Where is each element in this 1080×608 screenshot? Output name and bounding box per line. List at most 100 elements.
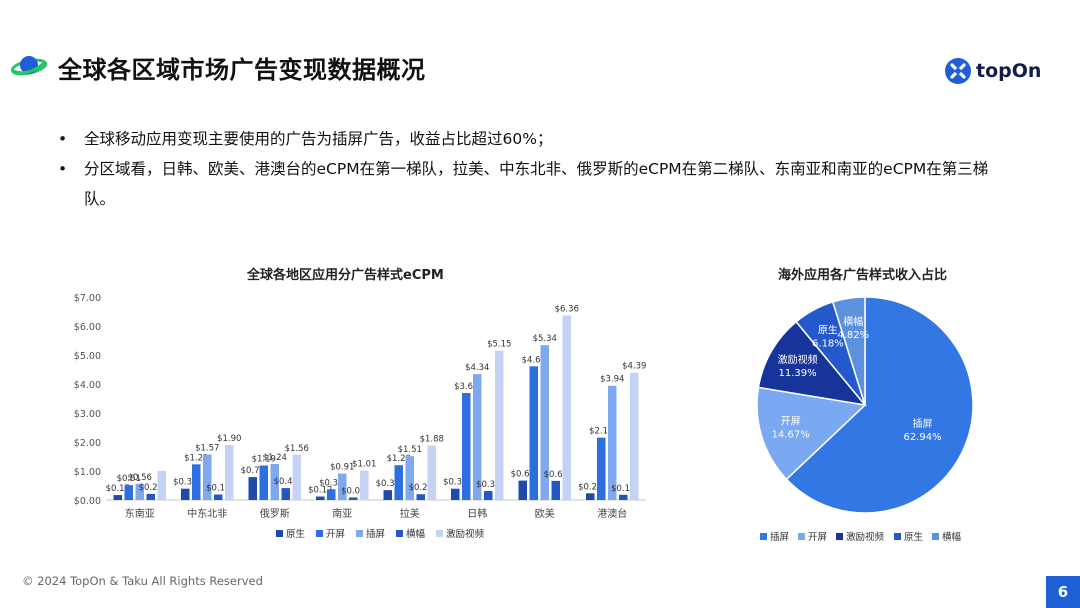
- y-tick-label: $2.00: [74, 438, 101, 449]
- pie-slice: [757, 320, 867, 407]
- page-number: 6: [1046, 576, 1080, 608]
- bullet-text: 分区域看，日韩、欧美、港澳台的eCPM在第一梯队，拉美、中东北非、俄罗斯的eCP…: [84, 160, 989, 208]
- bar: [562, 315, 571, 500]
- bar-value-label: $1.20: [387, 454, 411, 464]
- pie-slice-name: 横幅: [843, 315, 863, 328]
- bar-value-label: $3.69: [454, 382, 478, 392]
- bar: [124, 485, 133, 500]
- x-category-label: 港澳台: [597, 507, 627, 520]
- bar-value-label: $4.34: [465, 363, 489, 373]
- bar-value-label: $1.90: [217, 434, 241, 444]
- bar-value-label: $1.24: [263, 453, 287, 463]
- pie-slice-value: 14.67%: [772, 430, 810, 441]
- x-category-label: 日韩: [467, 507, 487, 520]
- bar: [540, 345, 549, 500]
- bar-value-label: $0.56: [128, 473, 152, 483]
- bar-value-label: $1.19: [252, 454, 276, 464]
- legend-swatch: [932, 533, 939, 540]
- bar-value-label: $0.34: [376, 479, 400, 489]
- bar-value-label: $0.20: [409, 483, 433, 493]
- bar: [270, 464, 279, 500]
- bar-value-label: $0.17: [106, 484, 130, 494]
- bar: [462, 392, 471, 500]
- bar: [394, 465, 403, 500]
- x-category-label: 南亚: [332, 507, 352, 520]
- bar-value-label: $0.91: [330, 463, 354, 473]
- legend-swatch: [276, 530, 283, 537]
- bar-value-label: $1.88: [420, 434, 444, 444]
- bar-value-label: $0.09: [341, 486, 365, 496]
- bar-value-label: $4.39: [622, 362, 646, 372]
- legend-swatch: [798, 533, 805, 540]
- y-tick-label: $5.00: [74, 351, 101, 362]
- x-category-label: 拉美: [400, 507, 420, 520]
- bullet-symbol: •: [58, 160, 68, 178]
- bar-value-label: $1.01: [352, 460, 376, 470]
- bullet-text: 全球移动应用变现主要使用的广告为插屏广告，收益占比超过60%；: [84, 130, 553, 148]
- bar: [338, 473, 347, 500]
- bar-value-label: $1.57: [195, 443, 219, 453]
- pie-slice-value: 11.39%: [779, 368, 817, 379]
- bar: [416, 494, 425, 500]
- bar: [225, 444, 234, 500]
- legend-swatch: [836, 533, 843, 540]
- bar: [203, 454, 212, 500]
- bar-value-label: $0.31: [476, 480, 500, 490]
- legend-label: 原生: [286, 528, 306, 540]
- ecpm-bar-chart: $0.00 $1.00 $2.00 $3.00 $4.00 $5.00 $6.00 $7.00…: [74, 293, 647, 540]
- bar: [360, 470, 369, 500]
- y-tick-label: $3.00: [74, 409, 101, 420]
- bar-value-label: $0.66: [544, 470, 568, 480]
- legend-label: 插屏: [366, 528, 385, 540]
- bar: [113, 495, 122, 500]
- pie-slice-name: 插屏: [913, 417, 933, 430]
- legend-label: 激励视频: [846, 531, 885, 543]
- bar-value-label: $1.23: [184, 453, 208, 463]
- pie-slice-name: 开屏: [781, 416, 801, 428]
- y-tick-label: $4.00: [74, 380, 101, 391]
- legend-label: 横幅: [406, 528, 426, 540]
- bar-value-label: $0.37: [319, 478, 343, 488]
- bar: [608, 385, 617, 500]
- legend-label: 激励视频: [446, 528, 485, 540]
- pie-chart-title: 海外应用各广告样式收入占比: [778, 268, 948, 283]
- pie-slice-value: 6.18%: [812, 339, 844, 350]
- legend-label: 开屏: [808, 532, 827, 543]
- bar: [281, 488, 290, 500]
- pie-slice: [831, 296, 866, 406]
- brand-logo: topOn: [944, 56, 1041, 86]
- bar: [427, 445, 436, 500]
- x-category-label: 中东北非: [187, 507, 227, 520]
- bar: [259, 465, 268, 500]
- x-category-label: 俄罗斯: [260, 507, 290, 520]
- bar: [630, 372, 639, 500]
- bar-value-label: $3.94: [600, 375, 624, 385]
- copyright-footer: © 2024 TopOn & Taku All Rights Reserved: [22, 574, 263, 588]
- legend-swatch: [760, 533, 767, 540]
- legend-label: 插屏: [770, 531, 789, 543]
- page-title: 全球各区域市场广告变现数据概况: [58, 56, 426, 84]
- x-category-label: 东南亚: [125, 507, 155, 520]
- planet-icon: [10, 56, 48, 76]
- bar: [529, 366, 538, 500]
- bar-value-label: $1.56: [285, 444, 309, 454]
- bar-value-label: $0.41: [274, 477, 298, 487]
- pie-slice-name: 原生: [818, 324, 838, 337]
- legend-swatch: [316, 530, 323, 537]
- legend-swatch: [396, 530, 403, 537]
- bar: [619, 494, 628, 500]
- pie-slice: [756, 386, 867, 481]
- bar: [248, 477, 257, 500]
- bar-value-label: $5.15: [487, 340, 511, 350]
- bar: [157, 471, 166, 500]
- bar: [586, 493, 595, 500]
- bar: [192, 464, 201, 500]
- bar-value-label: $0.67: [511, 470, 535, 480]
- bar-value-label: $5.34: [533, 334, 557, 344]
- bar: [292, 454, 301, 500]
- legend-swatch: [894, 533, 901, 540]
- pie-slice-value: 4.82%: [837, 330, 869, 341]
- legend-label: 原生: [904, 531, 924, 543]
- bar-chart-title: 全球各地区应用分广告样式eCPM: [247, 268, 444, 283]
- bullet-item: • 分区域看，日韩、欧美、港澳台的eCPM在第一梯队，拉美、中东北非、俄罗斯的e…: [58, 154, 1018, 214]
